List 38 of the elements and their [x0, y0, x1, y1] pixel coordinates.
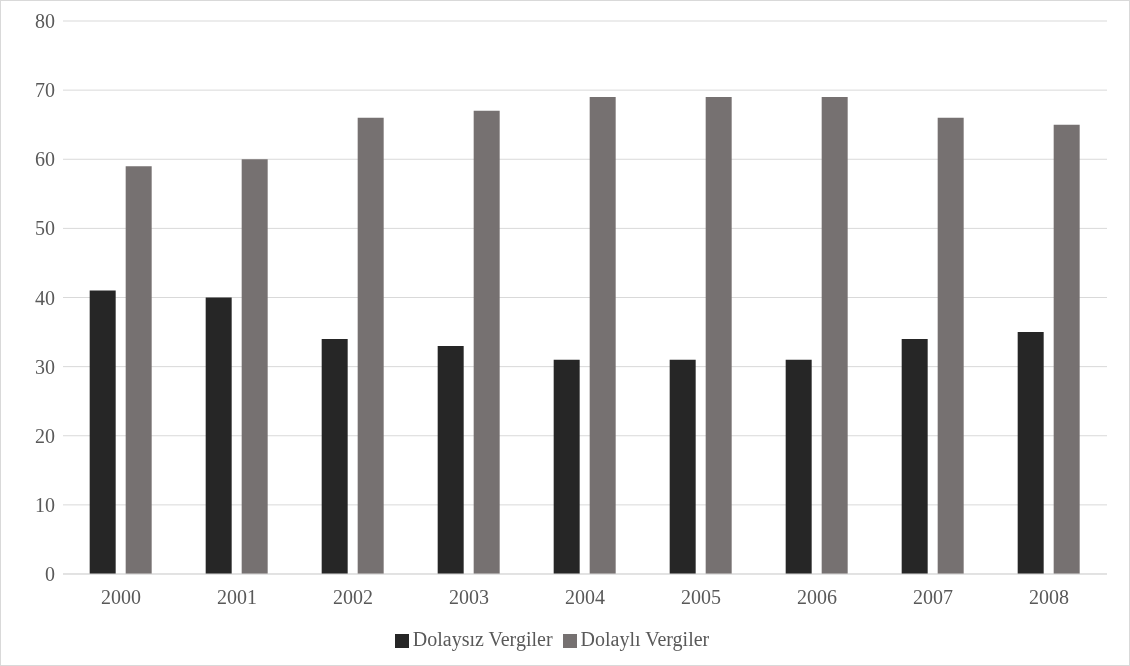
bar: [321, 338, 348, 574]
bar: [669, 359, 696, 574]
x-tick-label: 2001: [217, 586, 257, 609]
y-tick-label: 30: [35, 355, 55, 378]
bar: [125, 166, 152, 574]
y-tick-label: 50: [35, 217, 55, 240]
bar: [241, 159, 268, 574]
y-tick-label: 80: [35, 10, 55, 33]
x-tick-label: 2004: [565, 586, 605, 609]
y-tick-label: 10: [35, 493, 55, 516]
x-tick-label: 2006: [797, 586, 837, 609]
y-tick-label: 0: [45, 563, 55, 586]
bar: [205, 297, 232, 574]
x-tick-label: 2003: [449, 586, 489, 609]
bar: [1053, 124, 1080, 574]
bar: [89, 290, 116, 574]
legend-label: Dolaylı Vergiler: [580, 628, 710, 650]
x-tick-label: 2002: [333, 586, 373, 609]
bar: [901, 338, 928, 574]
bar: [553, 359, 580, 574]
x-tick-label: 2008: [1029, 586, 1069, 609]
bar: [705, 97, 732, 574]
bar: [437, 345, 464, 574]
bar: [821, 97, 848, 574]
x-tick-label: 2000: [101, 586, 141, 609]
y-tick-label: 70: [35, 79, 55, 102]
x-tick-label: 2005: [681, 586, 721, 609]
x-tick-label: 2007: [913, 586, 953, 609]
y-tick-label: 40: [35, 286, 55, 309]
bar: [473, 110, 500, 574]
legend-label: Dolaysız Vergiler: [412, 628, 553, 650]
bar: [589, 97, 616, 574]
y-tick-label: 60: [35, 148, 55, 171]
y-tick-label: 20: [35, 424, 55, 447]
bar: [357, 117, 384, 574]
bar: [785, 359, 812, 574]
bar: [937, 117, 964, 574]
bar: [1017, 332, 1044, 574]
